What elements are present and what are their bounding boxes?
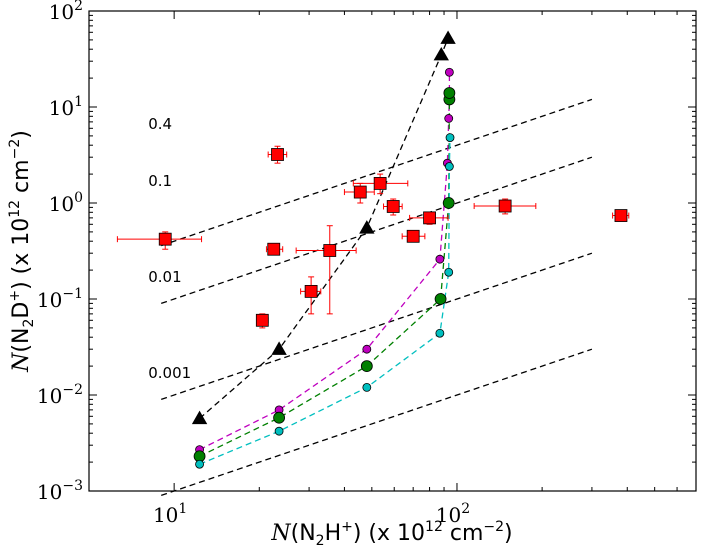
- y-tick-label: 10−3: [37, 478, 83, 504]
- ratio-line-0.01: [160, 252, 593, 401]
- cyan-model-point: [445, 133, 455, 143]
- tick-labels: 101 102 10−3 10−2 10−1 100 101 102: [37, 0, 470, 527]
- plot-frame: [88, 10, 697, 492]
- green-model-point: [442, 197, 455, 209]
- observation-point: [614, 209, 628, 222]
- observation-point: [158, 232, 172, 246]
- ratio-line-0.1: [160, 156, 593, 305]
- triangle-model-point: [433, 46, 449, 61]
- ratio-line-0.001: [160, 348, 593, 497]
- plot-background: [89, 11, 696, 491]
- y-tick-label: 10−1: [37, 286, 83, 312]
- observation-point: [323, 244, 337, 257]
- ratio-label-0.001: 0.001: [148, 364, 191, 382]
- ratio-label-0.01: 0.01: [148, 268, 181, 286]
- cyan-model-point: [444, 267, 454, 277]
- observation-point: [255, 313, 269, 327]
- x-tick-label: 101: [153, 501, 187, 527]
- axis-ticks: [89, 10, 697, 492]
- triangle-model-point: [191, 410, 208, 425]
- y-tick-label: 100: [49, 190, 83, 216]
- ratio-label-0.1: 0.1: [148, 172, 172, 190]
- magenta-model-point: [444, 67, 454, 77]
- ratio-line-0.4: [160, 98, 593, 247]
- magenta-model-point: [362, 344, 372, 354]
- observation-point: [353, 185, 367, 199]
- ratio-lines: [160, 98, 593, 497]
- green-model-point: [360, 360, 373, 373]
- observation-point: [406, 229, 420, 243]
- cyan-model-point: [444, 162, 454, 171]
- x-axis-title: N(N2H+) (x 1012 cm−2): [270, 519, 512, 549]
- cyan-model-point: [362, 382, 372, 392]
- triangle-model-point: [440, 30, 456, 44]
- cyan-model-point: [195, 459, 204, 469]
- green-model-point: [434, 293, 447, 305]
- y-tick-label: 101: [49, 94, 83, 120]
- observation-point: [267, 242, 281, 256]
- ratio-label-0.4: 0.4: [148, 115, 172, 133]
- cyan-model-point: [274, 426, 284, 436]
- y-tick-label: 102: [49, 0, 83, 24]
- observation-point: [498, 199, 512, 213]
- x-tick-label: 102: [436, 501, 470, 527]
- observation-point: [304, 284, 318, 298]
- observation-point: [386, 200, 400, 213]
- observation-point: [271, 148, 284, 161]
- observation-markers: [158, 148, 628, 327]
- model-markers: [191, 30, 456, 469]
- triangle-model-point: [359, 220, 375, 234]
- y-tick-label: 10−2: [37, 382, 83, 408]
- cyan-model-point: [435, 328, 445, 338]
- green-model-point: [273, 411, 285, 424]
- ratio-labels: 0.4 0.1 0.01 0.001: [148, 115, 191, 382]
- observation-point: [373, 177, 387, 190]
- green-model-point: [443, 87, 456, 99]
- observation-point: [423, 211, 436, 225]
- magenta-model-point: [435, 254, 445, 264]
- magenta-model-point: [444, 114, 454, 123]
- triangle-model-point: [271, 341, 287, 355]
- y-axis-title: N(N2D+) (x 1012 cm−2): [7, 130, 37, 373]
